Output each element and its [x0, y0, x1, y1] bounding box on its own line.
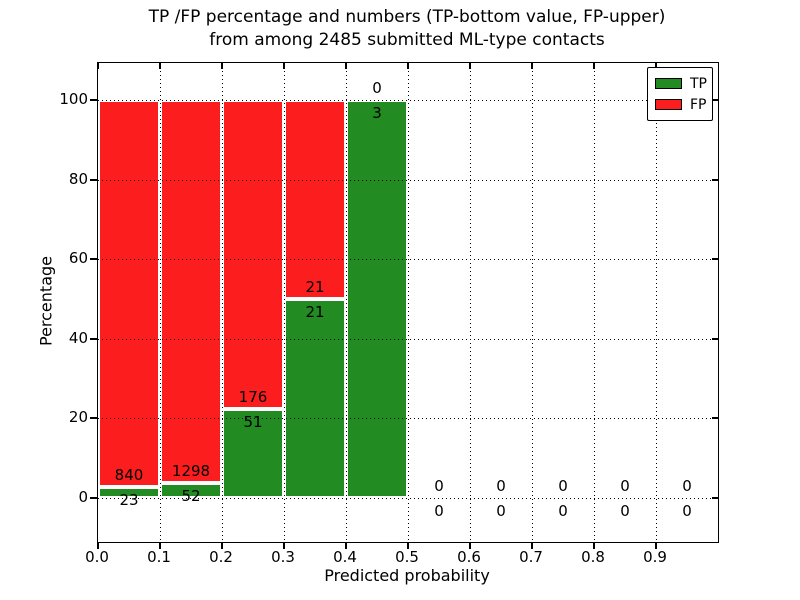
y-axis-label: Percentage [36, 255, 56, 347]
x-tick [221, 542, 223, 549]
x-tick-label: 0.8 [581, 548, 605, 566]
legend-row-fp: FP [655, 94, 707, 115]
tp-count-label: 21 [305, 303, 325, 322]
x-tick [97, 542, 99, 549]
chart-title-line2: from among 2485 submitted ML-type contac… [209, 30, 605, 50]
plot-area: 840 23 1298 52 176 51 21 21 0 3 0 0 0 0 0 0 0 0 0 0 TP FP [90, 62, 719, 549]
tp-count-label: 0 [620, 502, 630, 520]
x-tick-label: 0.2 [209, 548, 233, 566]
tp-legend-label: TP [690, 75, 707, 92]
x-tick [531, 542, 533, 549]
legend: TP FP [647, 67, 713, 121]
x-axis-label: Predicted probability [324, 566, 490, 585]
tp-bar [346, 100, 408, 498]
fp-count-label: 0 [558, 477, 568, 495]
fp-count-label: 176 [238, 387, 268, 406]
fp-count-label: 1298 [171, 461, 211, 480]
y-tick-label: 100 [59, 90, 88, 109]
x-tick [469, 542, 471, 549]
x-tick-label: 0.6 [457, 548, 481, 566]
fp-bar [98, 100, 160, 488]
fp-legend-label: FP [690, 96, 707, 113]
x-tick [407, 542, 409, 549]
labels-layer: 840 23 1298 52 176 51 21 21 0 3 0 0 0 0 0 0 0 0 0 0 [98, 63, 718, 542]
x-tick-label: 0.9 [643, 548, 667, 566]
tp-count-label: 23 [119, 491, 139, 510]
tp-bar [160, 482, 222, 498]
chart-title: TP /FP percentage and numbers (TP-bottom… [97, 6, 717, 52]
x-tick [345, 542, 347, 549]
tp-count-label: 0 [682, 502, 692, 520]
tp-count-label: 3 [372, 104, 382, 123]
tp-bar [98, 487, 160, 498]
tp-bar [284, 299, 346, 498]
x-tick-label: 0.4 [333, 548, 357, 566]
y-tick [90, 178, 97, 181]
x-tick [655, 542, 657, 549]
tp-count-label: 0 [434, 502, 444, 520]
y-tick [90, 258, 97, 261]
fp-bar [284, 100, 346, 300]
tp-count-label: 51 [243, 412, 263, 431]
fp-count-label: 0 [682, 477, 692, 495]
y-tick-label: 60 [68, 249, 88, 268]
legend-row-tp: TP [655, 73, 707, 94]
x-tick [283, 542, 285, 549]
y-tick [90, 497, 97, 499]
fp-count-label: 0 [496, 477, 506, 495]
x-tick-label: 0.0 [85, 548, 109, 566]
fp-count-label: 0 [434, 477, 444, 495]
chart-title-line1: TP /FP percentage and numbers (TP-bottom… [148, 7, 666, 27]
y-tick [90, 337, 97, 340]
tp-count-label: 0 [558, 502, 568, 520]
bars-layer [98, 63, 718, 542]
y-tick-label: 40 [68, 328, 88, 347]
fp-count-label: 840 [114, 466, 144, 485]
y-tick [90, 99, 97, 102]
y-tick-label: 0 [78, 488, 88, 506]
x-tick-label: 0.3 [271, 548, 295, 566]
tp-bar [222, 408, 284, 498]
fp-count-label: 0 [620, 477, 630, 495]
fp-bar [222, 100, 284, 409]
x-tick [593, 542, 595, 549]
y-tick [90, 417, 97, 420]
x-tick-label: 0.5 [395, 548, 419, 566]
x-tick [159, 542, 161, 549]
fp-count-label: 0 [372, 79, 382, 98]
y-tick-label: 20 [68, 408, 88, 427]
y-tick-label: 80 [68, 169, 88, 188]
fp-legend-swatch [655, 99, 682, 110]
tp-count-label: 0 [496, 502, 506, 520]
tp-count-label: 52 [181, 486, 201, 505]
x-tick-top [97, 63, 99, 69]
x-tick-label: 0.7 [519, 548, 543, 566]
tp-legend-swatch [655, 78, 682, 89]
x-tick-label: 0.1 [147, 548, 171, 566]
fp-count-label: 21 [305, 278, 325, 297]
